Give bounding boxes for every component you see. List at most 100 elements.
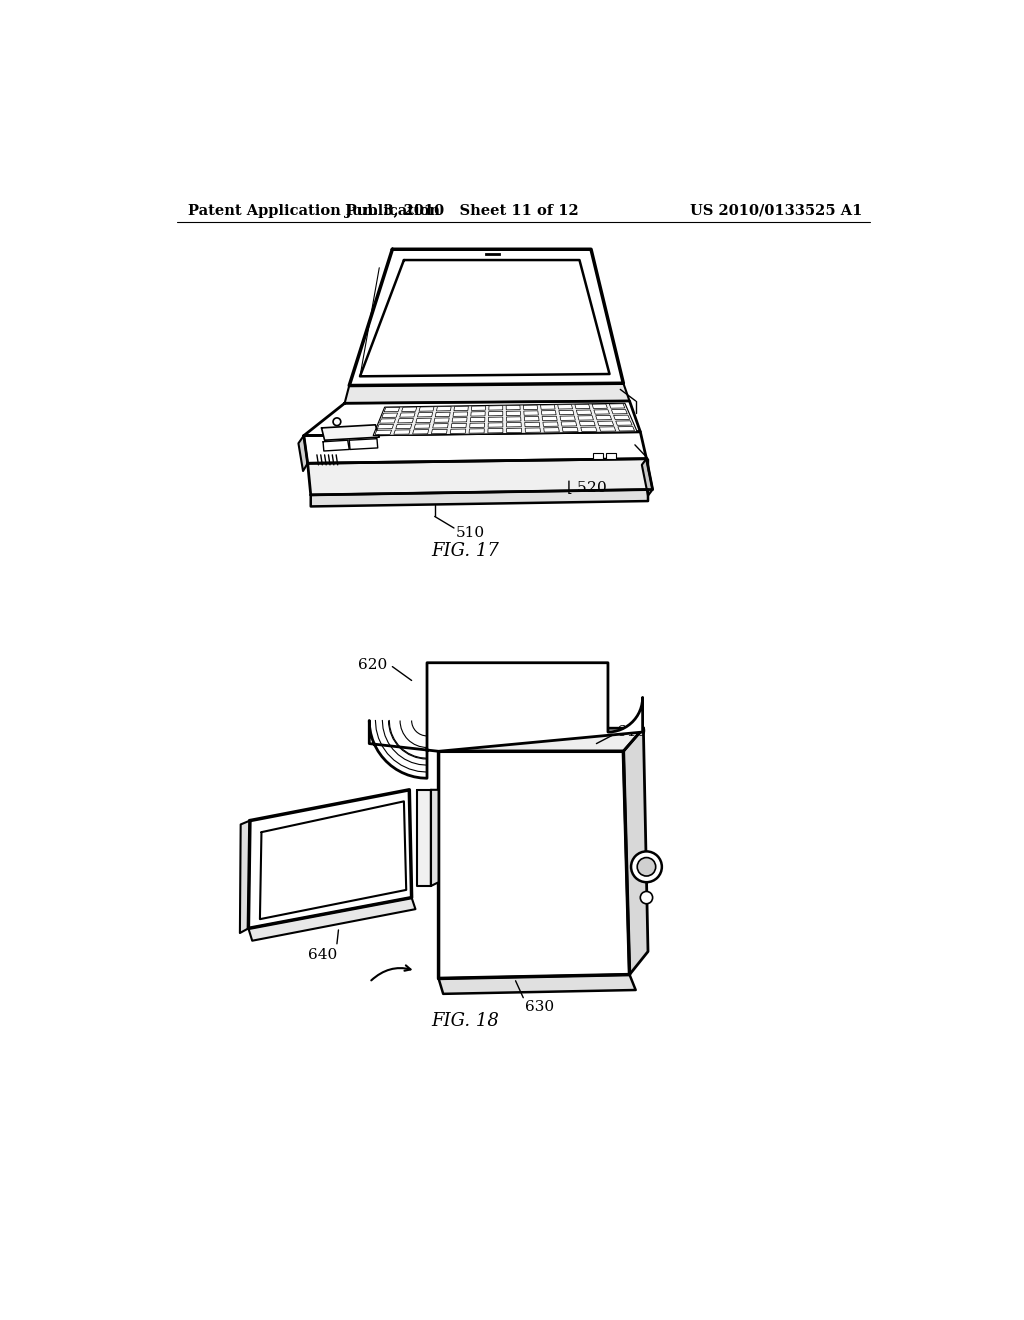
Text: 510: 510 [456, 527, 484, 540]
Polygon shape [298, 436, 307, 471]
Polygon shape [561, 421, 577, 426]
Circle shape [637, 858, 655, 876]
Polygon shape [397, 418, 414, 422]
Polygon shape [377, 425, 393, 429]
Polygon shape [322, 425, 379, 441]
Polygon shape [507, 428, 521, 433]
Polygon shape [542, 416, 557, 421]
Polygon shape [416, 418, 431, 422]
Polygon shape [542, 411, 556, 414]
Text: Jun. 3, 2010   Sheet 11 of 12: Jun. 3, 2010 Sheet 11 of 12 [345, 203, 579, 218]
Polygon shape [524, 411, 539, 416]
Polygon shape [394, 430, 410, 434]
Polygon shape [624, 729, 648, 974]
Polygon shape [349, 438, 378, 449]
Polygon shape [470, 422, 484, 428]
Bar [593, 453, 602, 459]
Polygon shape [592, 404, 607, 408]
Polygon shape [487, 429, 503, 433]
Text: 610: 610 [617, 725, 646, 739]
Polygon shape [452, 417, 467, 422]
Polygon shape [609, 404, 625, 408]
Polygon shape [382, 413, 397, 417]
Polygon shape [578, 416, 594, 420]
Polygon shape [413, 429, 429, 434]
Polygon shape [507, 417, 521, 421]
Polygon shape [434, 418, 450, 422]
Polygon shape [431, 429, 447, 434]
Polygon shape [384, 408, 399, 412]
Polygon shape [617, 426, 635, 430]
Polygon shape [562, 428, 579, 432]
Bar [606, 453, 616, 459]
Polygon shape [438, 729, 643, 751]
Polygon shape [615, 421, 632, 425]
Text: FIG. 17: FIG. 17 [431, 543, 500, 560]
Circle shape [640, 891, 652, 904]
Polygon shape [470, 417, 485, 422]
Polygon shape [507, 422, 521, 426]
Polygon shape [304, 432, 646, 463]
Polygon shape [438, 974, 636, 994]
Polygon shape [598, 421, 613, 425]
Polygon shape [560, 416, 575, 420]
Polygon shape [307, 459, 652, 495]
Polygon shape [580, 421, 595, 426]
Polygon shape [435, 412, 451, 417]
Polygon shape [399, 413, 415, 417]
Circle shape [631, 851, 662, 882]
Polygon shape [642, 459, 652, 496]
Polygon shape [613, 416, 630, 420]
Polygon shape [380, 418, 395, 424]
Polygon shape [454, 407, 468, 411]
Polygon shape [594, 409, 609, 414]
Polygon shape [544, 428, 559, 432]
Polygon shape [574, 404, 590, 409]
Polygon shape [360, 260, 609, 376]
Polygon shape [452, 424, 466, 428]
Polygon shape [260, 801, 407, 919]
Polygon shape [506, 411, 520, 416]
Text: Patent Application Publication: Patent Application Publication [188, 203, 440, 218]
Polygon shape [375, 430, 391, 434]
Polygon shape [581, 428, 597, 432]
Polygon shape [240, 821, 250, 933]
Polygon shape [524, 422, 540, 426]
Polygon shape [345, 383, 630, 404]
Polygon shape [471, 407, 485, 411]
Polygon shape [596, 416, 611, 420]
Polygon shape [559, 411, 573, 414]
Polygon shape [418, 412, 433, 417]
Polygon shape [469, 429, 484, 433]
Polygon shape [323, 441, 349, 451]
Polygon shape [599, 426, 615, 432]
Polygon shape [249, 789, 412, 928]
Polygon shape [488, 422, 503, 428]
Polygon shape [525, 428, 541, 433]
Polygon shape [523, 405, 538, 409]
Polygon shape [373, 404, 637, 436]
Text: 630: 630 [524, 1001, 554, 1014]
Polygon shape [401, 407, 417, 412]
Circle shape [333, 418, 341, 425]
Text: $\lfloor$ 520: $\lfloor$ 520 [565, 478, 606, 496]
Text: 640: 640 [307, 948, 337, 962]
Polygon shape [415, 424, 430, 428]
Polygon shape [543, 422, 558, 426]
Polygon shape [433, 424, 449, 428]
Polygon shape [419, 407, 434, 412]
Polygon shape [488, 417, 503, 421]
Polygon shape [471, 412, 485, 416]
Text: $\lfloor$ 530: $\lfloor$ 530 [564, 418, 605, 436]
Polygon shape [611, 409, 628, 414]
Polygon shape [395, 424, 412, 429]
Polygon shape [558, 404, 572, 409]
Polygon shape [453, 412, 468, 416]
Polygon shape [249, 898, 416, 941]
Polygon shape [310, 490, 648, 507]
Text: FIG. 18: FIG. 18 [431, 1012, 500, 1030]
Polygon shape [417, 789, 431, 886]
Polygon shape [451, 429, 466, 433]
Polygon shape [370, 663, 643, 779]
Polygon shape [506, 405, 520, 409]
